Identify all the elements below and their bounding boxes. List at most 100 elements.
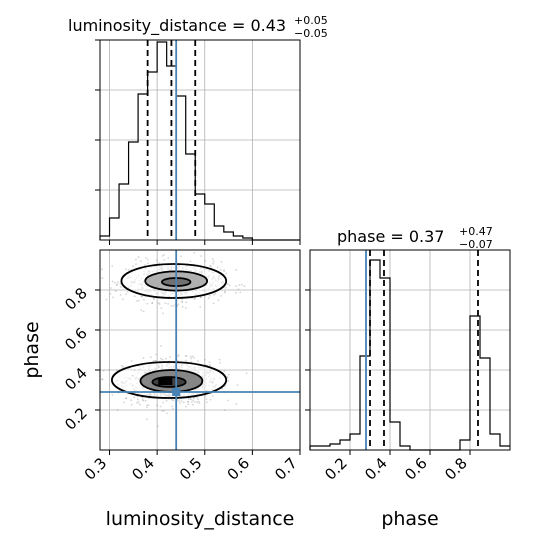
sample-point (226, 376, 229, 378)
phase-hist-xtick-label-0: 0.2 (321, 454, 351, 484)
sample-point (116, 409, 119, 411)
scatter-ytick-label-1: 0.4 (61, 364, 91, 394)
sample-point (161, 358, 164, 361)
sample-point (117, 281, 119, 284)
sample-point (109, 292, 112, 295)
sample-point (213, 293, 215, 296)
sample-point (219, 361, 221, 364)
sample-point (187, 403, 190, 406)
sample-point (137, 299, 140, 302)
sample-point (181, 298, 183, 301)
sample-point (159, 357, 162, 360)
sample-point (170, 304, 173, 307)
sample-point (189, 397, 192, 400)
sample-point (197, 360, 199, 362)
sample-point (208, 363, 211, 366)
sample-point (171, 405, 174, 408)
phase-hist-frame (309, 249, 511, 451)
sample-point (194, 297, 196, 300)
sample-point (223, 291, 226, 294)
phase-histogram-panel: 0.2 0.4 0.6 0.8 (305, 249, 511, 484)
sample-point (212, 260, 215, 263)
y-axis-label-phase: phase (21, 321, 43, 378)
sample-point (102, 369, 105, 372)
sample-point (203, 358, 206, 361)
sample-point (144, 399, 147, 402)
sample-point (226, 283, 229, 285)
sample-point (125, 397, 127, 400)
x-axis-label-luminosity-distance: luminosity_distance (106, 508, 295, 530)
sample-point (204, 395, 207, 398)
sample-point (130, 399, 133, 402)
sample-point (220, 294, 223, 297)
sample-point (214, 292, 217, 295)
sample-point (192, 399, 195, 402)
sample-point (185, 359, 188, 362)
sample-point (197, 400, 200, 403)
sample-point (190, 360, 193, 363)
sample-point (199, 306, 202, 308)
sample-point (140, 260, 142, 263)
sample-point (156, 259, 158, 261)
sample-point (120, 364, 123, 367)
sample-point (223, 270, 225, 273)
sample-point (167, 302, 170, 305)
sample-point (212, 302, 215, 305)
sample-point (146, 418, 148, 421)
sample-point (236, 384, 239, 386)
sample-point (190, 398, 192, 401)
sample-point (189, 260, 192, 263)
sample-point (136, 401, 138, 404)
sample-point (209, 264, 212, 267)
scatter-xtick-label-1: 0.4 (128, 454, 158, 484)
sample-point (180, 400, 183, 403)
sample-point (165, 357, 167, 360)
sample-point (111, 265, 114, 267)
sample-point (141, 295, 144, 298)
sample-point (166, 412, 168, 415)
sample-point (228, 284, 231, 287)
luminosity-distance-title-sub: −0.05 (294, 27, 328, 40)
sample-point (223, 269, 225, 271)
sample-point (207, 297, 210, 300)
sample-point (219, 268, 222, 271)
sample-point (211, 395, 214, 397)
sample-point (127, 269, 130, 271)
sample-point (177, 303, 180, 306)
sample-point (226, 376, 229, 379)
sample-point (136, 398, 139, 401)
sample-point (227, 380, 230, 382)
sample-point (146, 302, 149, 305)
sample-point (221, 387, 224, 390)
x-axis-label-phase: phase (381, 508, 438, 530)
sample-point (178, 400, 180, 402)
sample-point (191, 355, 194, 358)
sample-point (158, 262, 161, 264)
sample-point (141, 399, 144, 401)
sample-point (162, 401, 165, 404)
sample-point (136, 300, 139, 302)
sample-point (196, 396, 198, 399)
luminosity-distance-histogram-panel (95, 39, 301, 245)
sample-point (137, 401, 140, 403)
sample-point (235, 269, 238, 271)
sample-point (133, 295, 136, 298)
sample-point (237, 288, 240, 291)
scatter-frame (99, 249, 301, 451)
sample-point (238, 284, 241, 287)
sample-point (142, 357, 145, 359)
sample-point (190, 401, 193, 404)
sample-point (179, 402, 181, 405)
sample-point (216, 266, 219, 269)
sample-point (125, 293, 128, 296)
phase-title-sub: −0.07 (459, 238, 493, 251)
sample-point (115, 283, 118, 286)
sample-point (158, 303, 161, 306)
sample-point (190, 357, 193, 360)
sample-point (140, 309, 143, 312)
sample-point (146, 404, 148, 407)
sample-point (130, 359, 133, 362)
sample-point (172, 407, 174, 410)
sample-point (101, 378, 104, 381)
scatter-contour-panel: 0.3 0.4 0.5 0.6 0.7 0.2 0.4 0.6 0.8 (61, 249, 301, 484)
